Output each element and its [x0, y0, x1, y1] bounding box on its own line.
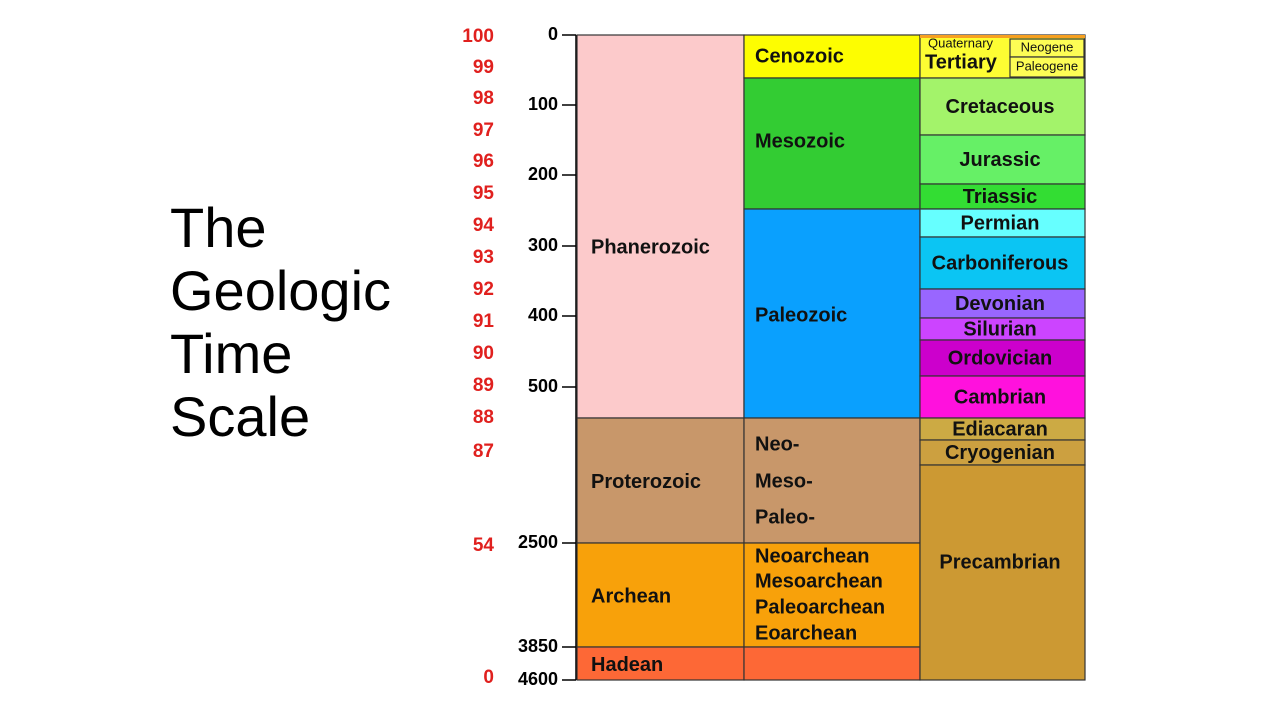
period-box: [919, 464, 1086, 681]
axis-tick-label: 100: [528, 94, 558, 114]
period-label: Carboniferous: [932, 252, 1069, 274]
eon-box: [576, 34, 745, 419]
era-box: [743, 77, 921, 210]
period-box: [919, 134, 1086, 185]
period-label: Devonian: [955, 293, 1045, 315]
period-label: Ediacaran: [952, 418, 1048, 440]
period-label: Cryogenian: [945, 442, 1055, 464]
percent-label: 98: [473, 88, 494, 109]
period-label: Cambrian: [954, 386, 1046, 408]
axis-tick-label: 300: [528, 235, 558, 255]
era-box: [743, 542, 921, 648]
percent-label: 96: [473, 151, 494, 172]
period-label: Silurian: [963, 318, 1036, 340]
era-label: Meso-: [755, 470, 813, 492]
period-box: [919, 208, 1086, 238]
era-label: Cenozoic: [755, 45, 844, 67]
period-label: Cretaceous: [946, 96, 1055, 118]
era-label: Paleoarchean: [755, 596, 885, 618]
percent-label: 94: [473, 215, 495, 236]
era-label: Paleozoic: [755, 304, 847, 326]
axis-tick-label: 0: [548, 24, 558, 44]
percent-label: 91: [473, 311, 495, 332]
era-label: Neo-: [755, 433, 799, 455]
period-label: Quaternary: [928, 35, 994, 50]
quaternary-strip: [920, 35, 1085, 38]
era-label: Mesozoic: [755, 130, 845, 152]
eon-label: Hadean: [591, 654, 663, 676]
axis-tick-label: 400: [528, 305, 558, 325]
period-box: [919, 236, 1086, 290]
period-box: [919, 77, 1086, 136]
period-label: Permian: [961, 212, 1040, 234]
era-label: Neoarchean: [755, 545, 870, 567]
percent-label: 54: [473, 535, 495, 556]
percent-label: 92: [473, 279, 494, 300]
period-label: Triassic: [963, 186, 1038, 208]
percent-label: 87: [473, 441, 494, 462]
period-box: [919, 439, 1086, 466]
percent-label: 97: [473, 120, 494, 141]
percent-label: 95: [473, 183, 495, 204]
era-label: Eoarchean: [755, 622, 857, 644]
period-box: [1009, 56, 1085, 78]
period-label: Paleogene: [1016, 58, 1078, 73]
title-line: The: [170, 196, 267, 259]
period-label: Tertiary: [925, 51, 998, 73]
period-label: Jurassic: [959, 149, 1040, 171]
percent-label: 99: [473, 57, 494, 78]
percent-label: 100: [462, 26, 494, 47]
eon-box: [576, 646, 745, 681]
era-label: Paleo-: [755, 506, 815, 528]
eon-label: Proterozoic: [591, 471, 701, 493]
eon-label: Phanerozoic: [591, 236, 710, 258]
eon-label: Archean: [591, 585, 671, 607]
period-label: Precambrian: [939, 551, 1060, 573]
era-box: [743, 34, 921, 79]
percent-label: 88: [473, 407, 494, 428]
percent-label: 93: [473, 247, 494, 268]
era-label: Mesoarchean: [755, 570, 883, 592]
percent-label: 0: [483, 667, 494, 688]
axis-tick-label: 200: [528, 164, 558, 184]
era-box: [743, 417, 921, 544]
period-box: [919, 375, 1086, 419]
period-box: [919, 288, 1086, 319]
title-line: Time: [170, 322, 293, 385]
percent-label: 90: [473, 343, 494, 364]
period-label: Neogene: [1021, 39, 1074, 54]
axis-tick-label: 3850: [518, 636, 558, 656]
period-box: [919, 183, 1086, 210]
era-box: [743, 646, 921, 681]
slide-title: The Geologic Time Scale: [170, 196, 391, 448]
axis-tick-label: 500: [528, 376, 558, 396]
axis-tick-label: 2500: [518, 532, 558, 552]
axis-tick-label: 4600: [518, 669, 558, 689]
period-label: Ordovician: [948, 347, 1052, 369]
title-line: Scale: [170, 385, 311, 448]
title-line: Geologic: [170, 259, 392, 322]
percent-label: 89: [473, 375, 494, 396]
era-box: [743, 208, 921, 419]
